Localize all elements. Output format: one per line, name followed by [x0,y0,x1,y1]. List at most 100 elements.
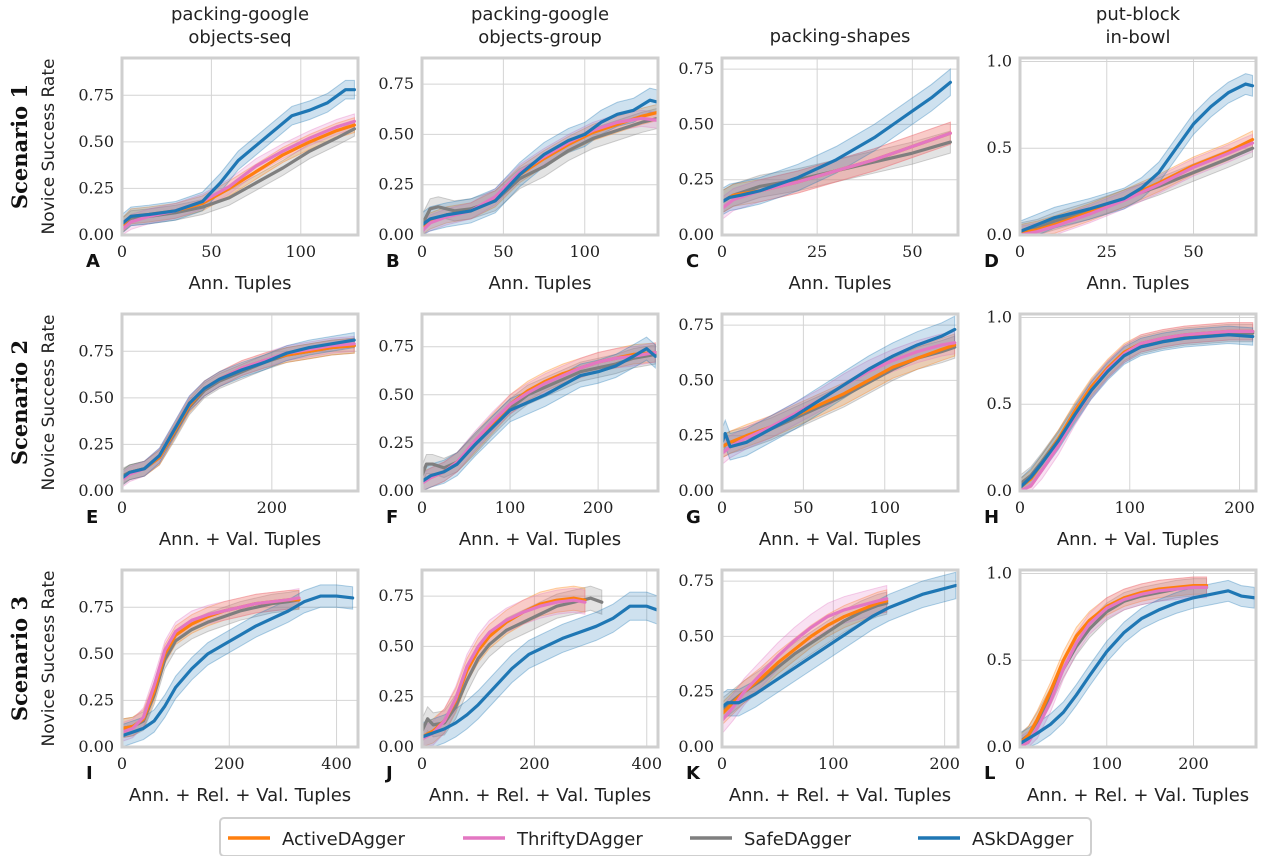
y-tick-label: 1.0 [987,307,1012,326]
series-line-safedagger [422,116,658,227]
y-tick-label: 1.0 [987,51,1012,70]
legend-label: ActiveDAgger [282,829,405,850]
panel-label: K [686,763,701,784]
x-axis-label: Ann. + Rel. + Val. Tuples [729,785,951,806]
panel-label: H [984,507,999,528]
legend-label: ThriftyDAgger [516,829,643,850]
legend-item-thriftydagger: ThriftyDAgger [463,829,643,850]
series-band-activedagger [722,121,951,214]
series-line-askdagger [722,583,958,709]
x-tick-label: 0 [117,498,127,517]
x-axis-label: Ann. + Val. Tuples [159,529,321,550]
y-axis-label: Novice Success Rate [39,571,59,747]
series-line-askdagger [422,98,658,227]
x-tick-label: 400 [321,754,352,773]
chart-panel-k: 0 100 200 0.00 0.25 0.50 0.75 K Ann. + Rel. + Va… [678,568,960,806]
series-line-askdagger [722,327,957,449]
x-axis-label: Ann. + Rel. + Val. Tuples [429,785,651,806]
axes-frame [120,56,360,237]
y-tick-label: 0.50 [678,626,714,645]
y-tick-label: 0.00 [378,737,414,756]
y-tick-label: 0.75 [378,74,414,93]
x-tick-label: 25 [807,242,827,261]
x-axis-label: Ann. + Rel. + Val. Tuples [1027,785,1249,806]
column-title: packing-google [171,4,309,25]
x-tick-label: 100 [1114,498,1145,517]
series-band-askdagger [122,584,354,747]
y-tick-label: 0.25 [78,434,114,453]
column-title: in-bowl [1105,27,1170,48]
column-title: packing-google [471,4,609,25]
x-tick-label: 0 [117,754,127,773]
chart-panel-j: 0 200 400 0.00 0.25 0.50 0.75 J Ann. + Rel. + Va… [378,568,662,806]
panel-label: B [386,251,400,272]
y-tick-label: 0.50 [378,124,414,143]
chart-panel-b: 0 50 100 0.00 0.25 0.50 0.75 B Ann. Tuples [378,56,660,294]
panel-label: J [384,763,393,784]
y-tick-label: 0.25 [678,682,714,701]
y-tick-label: 0.00 [78,225,114,244]
x-tick-label: 25 [1097,242,1117,261]
chart-panel-d: 0 25 50 0.0 0.5 1.0 D Ann. Tuples [984,51,1258,294]
series-band-activedagger [122,116,355,234]
axes-frame [420,568,660,749]
axes-frame [720,312,960,493]
axes-frame [1018,56,1258,237]
panel-label: F [386,507,398,528]
x-tick-label: 200 [583,498,614,517]
y-tick-label: 0.5 [987,138,1012,157]
x-tick-label: 200 [257,498,288,517]
chart-panel-i: 0 200 400 0.00 0.25 0.50 0.75 I Ann. + Rel. + Va… [78,568,360,806]
x-tick-label: 100 [495,498,526,517]
series-band-askdagger [1020,325,1254,491]
column-title: packing-shapes [770,26,911,47]
chart-panel-c: 0 25 50 0.00 0.25 0.50 0.75 C Ann. Tuples [678,56,960,294]
column-title: put-block [1096,4,1181,25]
x-tick-label: 200 [1178,754,1209,773]
chart-panel-e: 0 200 0.00 0.25 0.50 0.75 E Ann. + Val. Tuples [78,312,360,550]
x-tick-label: 0 [1015,754,1025,773]
legend-item-askdagger: ASkDAgger [918,829,1074,850]
x-axis-label: Ann. Tuples [1086,273,1189,294]
panel-label: L [984,763,995,784]
y-tick-label: 0.25 [78,690,114,709]
series-line-askdagger [722,80,952,204]
legend-label: ASkDAgger [972,829,1074,850]
x-axis-label: Ann. + Val. Tuples [759,529,921,550]
x-axis-label: Ann. Tuples [488,273,591,294]
x-tick-label: 100 [286,242,317,261]
axes-frame [720,56,960,237]
x-tick-label: 200 [214,754,245,773]
axes-frame [420,312,660,493]
axes-frame [1018,568,1258,749]
legend-item-activedagger: ActiveDAgger [228,829,405,850]
series-line-askdagger [422,604,658,739]
series-band-askdagger [422,591,658,747]
y-tick-label: 0.5 [987,394,1012,413]
series-band-safedagger [122,120,355,234]
y-tick-label: 0.25 [378,175,414,194]
x-tick-label: 50 [493,242,513,261]
y-tick-label: 0.00 [678,737,714,756]
x-tick-label: 0 [417,754,427,773]
legend-box [219,817,1092,856]
series-band-askdagger [722,68,951,216]
legend-item-safedagger: SafeDAgger [690,829,852,850]
series-band-askdagger [122,79,355,234]
series-line-thriftydagger [422,598,587,741]
panel-label: E [86,507,98,528]
x-axis-label: Ann. Tuples [188,273,291,294]
series-band-askdagger [422,336,656,491]
panel-label: D [984,251,999,272]
x-tick-label: 100 [1091,754,1122,773]
x-tick-label: 100 [869,498,900,517]
y-tick-label: 0.75 [378,337,414,356]
series-line-askdagger [122,88,357,226]
series-band-thriftydagger [122,335,355,488]
series-line-thriftydagger [1020,585,1209,747]
y-tick-label: 0.5 [987,650,1012,669]
x-tick-label: 0 [1015,242,1025,261]
column-titles: packing-googleobjects-seqpacking-googleo… [171,4,1181,48]
